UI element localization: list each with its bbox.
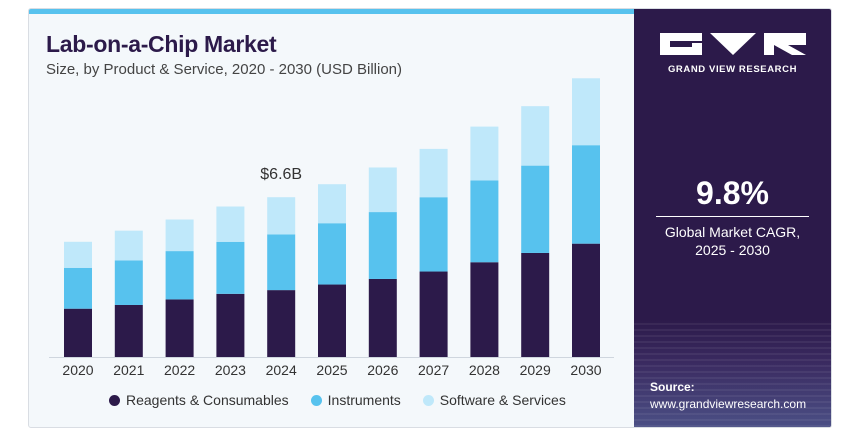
x-tick-label-2021: 2021 (113, 362, 144, 378)
source-link[interactable]: www.grandviewresearch.com (650, 397, 807, 411)
cagr-label: Global Market CAGR, 2025 - 2030 (634, 223, 831, 259)
bar-2022-series-2 (165, 219, 194, 252)
cagr-value: 9.8% (696, 175, 769, 211)
x-tick-label-2020: 2020 (62, 362, 93, 378)
chart-title: Lab-on-a-Chip Market (46, 31, 277, 57)
bar-2022-series-1 (165, 251, 194, 300)
cagr-label-line2: 2025 - 2030 (695, 242, 770, 258)
legend-item-instruments: Instruments (310, 392, 401, 408)
source-label: Source: (650, 380, 695, 394)
legend-label-instruments: Instruments (327, 392, 401, 408)
bar-2027-series-1 (419, 197, 448, 272)
brand-name: GRAND VIEW RESEARCH (667, 64, 798, 75)
legend-item-software: Software & Services (422, 392, 566, 408)
bar-2027-series-0 (419, 271, 448, 357)
bar-2029-series-2 (521, 106, 550, 166)
bar-2023-series-1 (216, 241, 245, 294)
x-tick-label-2023: 2023 (215, 362, 246, 378)
bar-2030-series-0 (572, 243, 600, 357)
x-tick-label-2025: 2025 (316, 362, 347, 378)
chart-legend: Reagents & Consumables Instruments Softw… (109, 392, 566, 408)
bar-2026-series-0 (368, 278, 397, 357)
legend-item-reagents: Reagents & Consumables (109, 392, 289, 408)
legend-swatch-instruments (310, 394, 322, 406)
legend-swatch-reagents (109, 394, 120, 406)
bar-2025-series-2 (318, 184, 346, 224)
bar-chart: 2020 2021 2022 2023 2024 2025 2026 2027 2028 2029… (49, 78, 614, 378)
x-tick-label-2028: 2028 (469, 362, 500, 378)
bar-2029-series-1 (521, 165, 550, 253)
bar-2025-series-0 (318, 284, 346, 357)
x-tick-label-2027: 2027 (418, 362, 449, 378)
x-tick-label-2029: 2029 (520, 362, 551, 378)
bar-2022-series-0 (165, 299, 194, 357)
bar-2021-series-1 (114, 260, 143, 305)
bar-2028-series-1 (470, 180, 499, 263)
bar-2020-series-2 (64, 241, 92, 268)
bar-2024-series-2 (267, 197, 296, 235)
bar-2021-series-0 (114, 304, 143, 357)
bar-2027-series-2 (419, 148, 448, 198)
accent-bar (29, 9, 634, 14)
bar-2030-series-1 (572, 145, 600, 244)
x-tick-label-2022: 2022 (164, 362, 195, 378)
side-panel: GRAND VIEW RESEARCH 9.8% Global Market C… (634, 9, 831, 427)
x-tick-label-2026: 2026 (367, 362, 398, 378)
bar-2026-series-1 (368, 212, 397, 279)
bar-2024-series-1 (267, 234, 296, 291)
bar-2020-series-0 (64, 308, 92, 357)
legend-swatch-software (422, 394, 434, 406)
bar-2021-series-2 (114, 230, 143, 261)
grand-view-research-logo (660, 33, 806, 55)
bar-2030-series-2 (572, 78, 600, 146)
legend-label-software: Software & Services (439, 392, 566, 408)
bar-2029-series-0 (521, 252, 550, 357)
bar-2020-series-1 (64, 267, 92, 309)
x-tick-label-2024: 2024 (266, 362, 297, 378)
chart-subtitle: Size, by Product & Service, 2020 - 2030 … (46, 61, 402, 78)
data-label-2024: $6.6B (260, 166, 302, 183)
x-tick-label-2030: 2030 (570, 362, 601, 378)
bar-2026-series-2 (368, 167, 397, 213)
chart-card: 2020 2021 2022 2023 2024 2025 2026 2027 2028 2029… (28, 8, 832, 428)
bar-2028-series-2 (470, 126, 499, 181)
divider (656, 216, 809, 217)
bar-2024-series-0 (267, 290, 296, 357)
panel-decoration (634, 319, 831, 427)
legend-label-reagents: Reagents & Consumables (126, 392, 289, 408)
bar-2028-series-0 (470, 262, 499, 357)
bar-2023-series-2 (216, 206, 245, 242)
bar-2025-series-1 (318, 223, 346, 285)
bar-2023-series-0 (216, 293, 245, 357)
cagr-label-line1: Global Market CAGR, (664, 224, 801, 240)
